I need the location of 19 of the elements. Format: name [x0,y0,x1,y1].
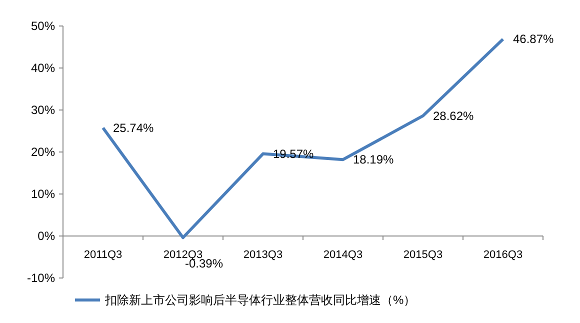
y-tick-label: 50% [30,19,56,33]
legend-label: 扣除新上市公司影响后半导体行业整体营收同比增速（%） [104,293,416,307]
line-series [102,38,504,240]
y-tick-label: 10% [30,187,56,201]
x-tick-label: 2015Q3 [403,249,443,261]
x-tick-label: 2013Q3 [243,249,283,261]
y-tick-label: 0% [38,229,56,243]
y-tick-label: 40% [30,61,56,75]
data-label: 46.87% [513,32,554,46]
y-tick-label: -10% [26,271,56,285]
data-label: 28.62% [433,108,474,123]
x-tick-label: 2016Q3 [483,249,523,261]
y-tick-label: 20% [30,145,56,159]
x-tick-label: 2014Q3 [323,249,363,261]
data-label: 18.19% [353,152,394,167]
x-tick-label: 2012Q3 [163,249,203,261]
data-label: 25.74% [113,120,154,135]
x-tick-label: 2011Q3 [84,249,122,261]
y-tick-label: 30% [30,103,56,117]
